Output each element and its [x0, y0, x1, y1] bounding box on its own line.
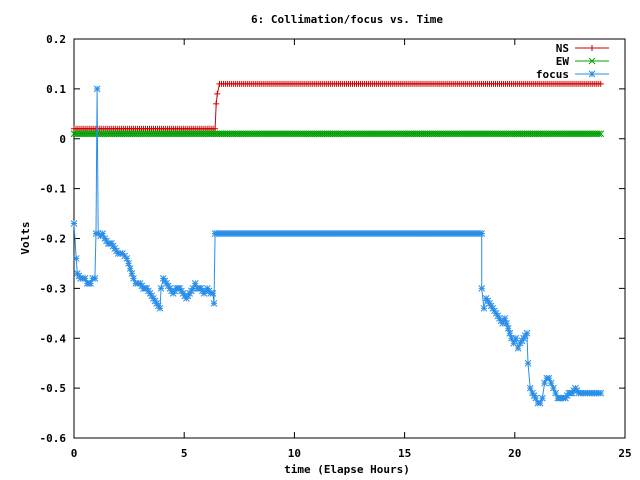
data-point — [72, 255, 80, 262]
data-point — [93, 85, 101, 93]
data-point — [91, 275, 99, 282]
series-EW — [70, 130, 605, 138]
legend-marker — [588, 57, 596, 65]
x-tick-label: 10 — [288, 447, 301, 460]
legend-label: NS — [556, 42, 569, 55]
data-point — [526, 384, 534, 392]
series-focus — [70, 85, 605, 407]
series-group — [70, 80, 605, 407]
x-tick-label: 15 — [398, 447, 411, 460]
data-point — [478, 230, 486, 237]
x-tick-label: 20 — [508, 447, 521, 460]
chart-title: 6: Collimation/focus vs. Time — [251, 13, 443, 26]
data-point — [523, 329, 531, 337]
data-point — [532, 394, 540, 402]
x-tick-label: 0 — [71, 447, 78, 460]
data-point — [480, 304, 488, 312]
y-tick-label: 0.1 — [46, 83, 66, 96]
data-point — [524, 359, 532, 367]
data-point — [214, 90, 221, 97]
y-tick-label: 0 — [59, 133, 66, 146]
data-point — [130, 275, 137, 282]
legend-label: EW — [556, 55, 570, 68]
data-point — [70, 220, 78, 227]
y-axis-label: Volts — [19, 221, 32, 254]
x-tick-label: 25 — [618, 447, 631, 460]
data-point — [538, 394, 546, 402]
data-point — [595, 130, 603, 138]
legend-label: focus — [536, 68, 569, 81]
data-point — [478, 285, 486, 292]
y-tick-label: -0.4 — [40, 332, 67, 345]
data-point — [213, 100, 220, 107]
data-point — [597, 80, 604, 87]
y-tick-label: -0.1 — [40, 183, 67, 196]
data-point — [597, 389, 605, 397]
y-tick-label: -0.6 — [40, 432, 67, 445]
y-tick-label: -0.5 — [40, 382, 67, 395]
legend-marker — [588, 70, 596, 78]
data-point — [191, 280, 199, 287]
x-tick-label: 5 — [181, 447, 188, 460]
legend-marker — [589, 45, 595, 51]
data-point — [210, 299, 218, 307]
series-NS — [71, 80, 604, 132]
data-point — [209, 290, 217, 297]
y-tick-label: 0.2 — [46, 33, 66, 46]
data-point — [597, 130, 605, 138]
data-point — [157, 285, 165, 292]
y-tick-label: -0.3 — [40, 282, 67, 295]
data-point — [156, 304, 164, 312]
y-tick-label: -0.2 — [40, 233, 67, 246]
x-axis-label: time (Elapse Hours) — [284, 463, 410, 476]
axes: 0 5 10 15 20 25 -0.6 -0.5 -0.4 -0.3 -0.2 -0.1 0 0.1 0.… — [40, 33, 632, 460]
